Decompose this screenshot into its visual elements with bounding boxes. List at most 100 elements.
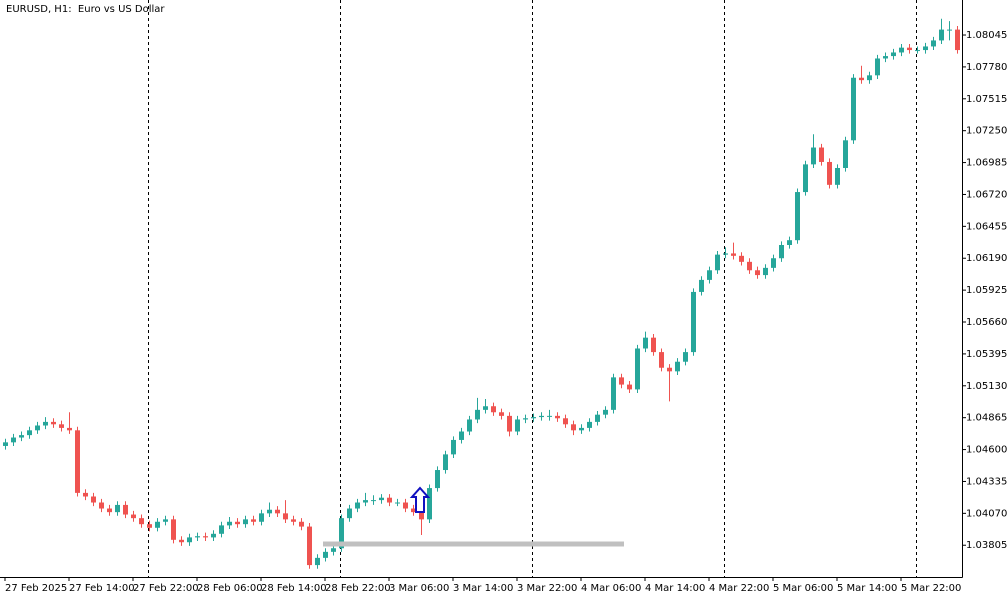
candle-body — [891, 52, 896, 57]
candle-body — [699, 279, 704, 292]
y-tick-label: 1.06455 — [966, 221, 1007, 232]
candle-body — [827, 161, 832, 185]
candle-body — [475, 409, 480, 420]
candle-body — [131, 514, 136, 519]
candle-body — [675, 361, 680, 372]
candle-body — [739, 255, 744, 262]
candle-body — [155, 521, 160, 528]
candle-body — [267, 509, 272, 514]
candle-body — [11, 437, 16, 443]
candle-body — [643, 337, 648, 349]
candle-body — [923, 46, 928, 51]
x-tick-label: 3 Mar 06:00 — [389, 583, 449, 594]
candle-body — [651, 337, 656, 353]
candle-body — [611, 377, 616, 410]
candle-body — [763, 267, 768, 276]
candle-body — [539, 415, 544, 418]
candle-body — [251, 519, 256, 522]
candle-body — [883, 56, 888, 59]
candle-body — [371, 500, 376, 502]
candle-body — [819, 147, 824, 162]
candle-body — [171, 519, 176, 540]
candle-body — [323, 551, 328, 558]
candle-body — [947, 29, 952, 31]
x-tick-label: 27 Feb 14:00 — [69, 583, 135, 594]
candle-body — [99, 502, 104, 509]
candle-body — [395, 502, 400, 504]
candle-body — [547, 415, 552, 417]
candle-body — [587, 421, 592, 428]
candle-body — [691, 291, 696, 353]
candle-body — [307, 526, 312, 566]
y-tick-label: 1.05660 — [966, 317, 1007, 328]
candle-body — [43, 421, 48, 426]
candle-body — [499, 412, 504, 416]
candle-body — [123, 504, 128, 515]
candle-body — [595, 414, 600, 422]
candle-body — [683, 352, 688, 362]
x-tick-label: 5 Mar 22:00 — [901, 583, 961, 594]
candle-body — [83, 492, 88, 497]
x-tick-label: 4 Mar 22:00 — [709, 583, 769, 594]
candle-body — [531, 417, 536, 419]
candle-body — [619, 377, 624, 385]
y-tick-label: 1.04070 — [966, 508, 1007, 519]
horizontal-object — [323, 541, 624, 547]
candle-body — [283, 513, 288, 520]
candle-body — [939, 29, 944, 41]
candle-body — [571, 424, 576, 431]
candle-body — [427, 488, 432, 520]
candle-body — [379, 497, 384, 501]
candle-body — [91, 496, 96, 503]
candle-body — [755, 270, 760, 276]
y-tick-label: 1.05925 — [966, 285, 1007, 296]
candle-body — [275, 509, 280, 514]
y-tick-label: 1.05395 — [966, 349, 1007, 360]
candle-body — [787, 240, 792, 245]
x-tick-label: 27 Feb 22:00 — [133, 583, 199, 594]
candle-body — [483, 406, 488, 410]
candle-body — [659, 352, 664, 368]
candle-body — [27, 430, 32, 436]
candle-body — [811, 147, 816, 165]
x-tick-label: 27 Feb 2025 — [5, 583, 67, 594]
candle-body — [707, 270, 712, 280]
candle-body — [563, 418, 568, 425]
candle-body — [35, 425, 40, 431]
y-tick-label: 1.07250 — [966, 126, 1007, 137]
x-tick-label: 28 Feb 06:00 — [197, 583, 263, 594]
candle-body — [163, 519, 168, 522]
candle-body — [843, 140, 848, 168]
candle-body — [211, 533, 216, 538]
candle-body — [835, 167, 840, 185]
y-tick-label: 1.07780 — [966, 62, 1007, 73]
candle-body — [667, 367, 672, 372]
x-tick-label: 5 Mar 06:00 — [773, 583, 833, 594]
candle-body — [555, 415, 560, 419]
candle-body — [931, 40, 936, 47]
x-tick-label: 28 Feb 14:00 — [261, 583, 327, 594]
candle-body — [363, 500, 368, 503]
candle-body — [435, 470, 440, 489]
candle-body — [203, 536, 208, 538]
candle-body — [339, 518, 344, 549]
candle-body — [147, 524, 152, 528]
x-tick-label: 3 Mar 22:00 — [517, 583, 577, 594]
y-tick-label: 1.04335 — [966, 476, 1007, 487]
candle-body — [75, 430, 80, 493]
candle-body — [195, 536, 200, 538]
candle-body — [187, 537, 192, 543]
candle-body — [179, 539, 184, 543]
candle-body — [387, 497, 392, 503]
candle-body — [627, 384, 632, 390]
candle-body — [3, 442, 8, 446]
y-tick-label: 1.06190 — [966, 253, 1007, 264]
candle-body — [803, 164, 808, 193]
y-tick-label: 1.08045 — [966, 30, 1007, 41]
x-tick-label: 28 Feb 22:00 — [325, 583, 391, 594]
y-tick-label: 1.04600 — [966, 445, 1007, 456]
candle-body — [107, 508, 112, 513]
y-tick-label: 1.03805 — [966, 540, 1007, 551]
candle-body — [907, 47, 912, 51]
